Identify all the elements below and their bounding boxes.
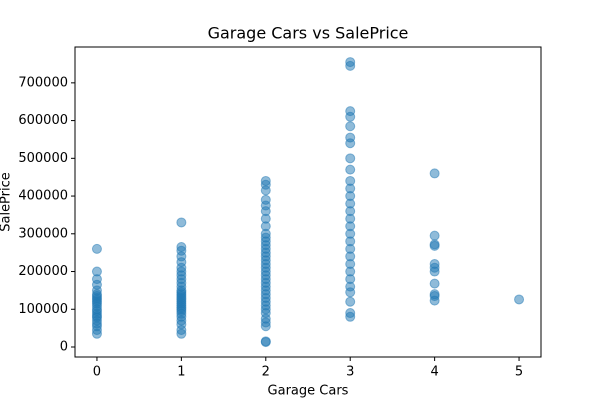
point	[345, 106, 356, 117]
y-tick-label: 0	[60, 340, 68, 355]
point	[345, 175, 356, 186]
point	[91, 243, 102, 254]
point	[176, 242, 187, 252]
plot-frame	[74, 46, 542, 358]
point	[345, 296, 356, 307]
point	[176, 217, 187, 228]
y-tick-label: 100000	[18, 302, 68, 317]
point	[429, 239, 440, 250]
point	[260, 175, 271, 186]
y-tick-label: 500000	[18, 151, 68, 166]
y-tick-label: 600000	[18, 113, 68, 128]
point	[260, 194, 271, 205]
point	[91, 266, 102, 277]
point	[429, 168, 440, 179]
point	[345, 164, 356, 175]
y-axis-label: SalePrice	[0, 172, 14, 232]
x-tick-label: 1	[177, 365, 185, 380]
x-tick-label: 5	[515, 365, 523, 380]
x-tick-label: 4	[430, 365, 438, 380]
chart-title: Garage Cars vs SalePrice	[208, 24, 409, 43]
point	[429, 258, 440, 269]
point	[514, 294, 525, 305]
y-tick-label: 400000	[18, 189, 68, 204]
x-tick-label: 0	[93, 365, 101, 380]
x-tick-label: 3	[346, 365, 354, 380]
y-tick-label: 200000	[18, 264, 68, 279]
y-tick-label: 700000	[18, 75, 68, 90]
y-tick-label: 300000	[18, 226, 68, 241]
point	[429, 230, 440, 241]
point	[345, 57, 356, 68]
point	[345, 308, 356, 319]
point	[429, 289, 440, 300]
point	[429, 278, 440, 289]
point	[260, 336, 271, 347]
point	[345, 153, 356, 164]
x-tick-label: 2	[262, 365, 270, 380]
point	[345, 121, 356, 132]
point	[345, 132, 356, 143]
x-axis-label: Garage Cars	[268, 384, 349, 399]
